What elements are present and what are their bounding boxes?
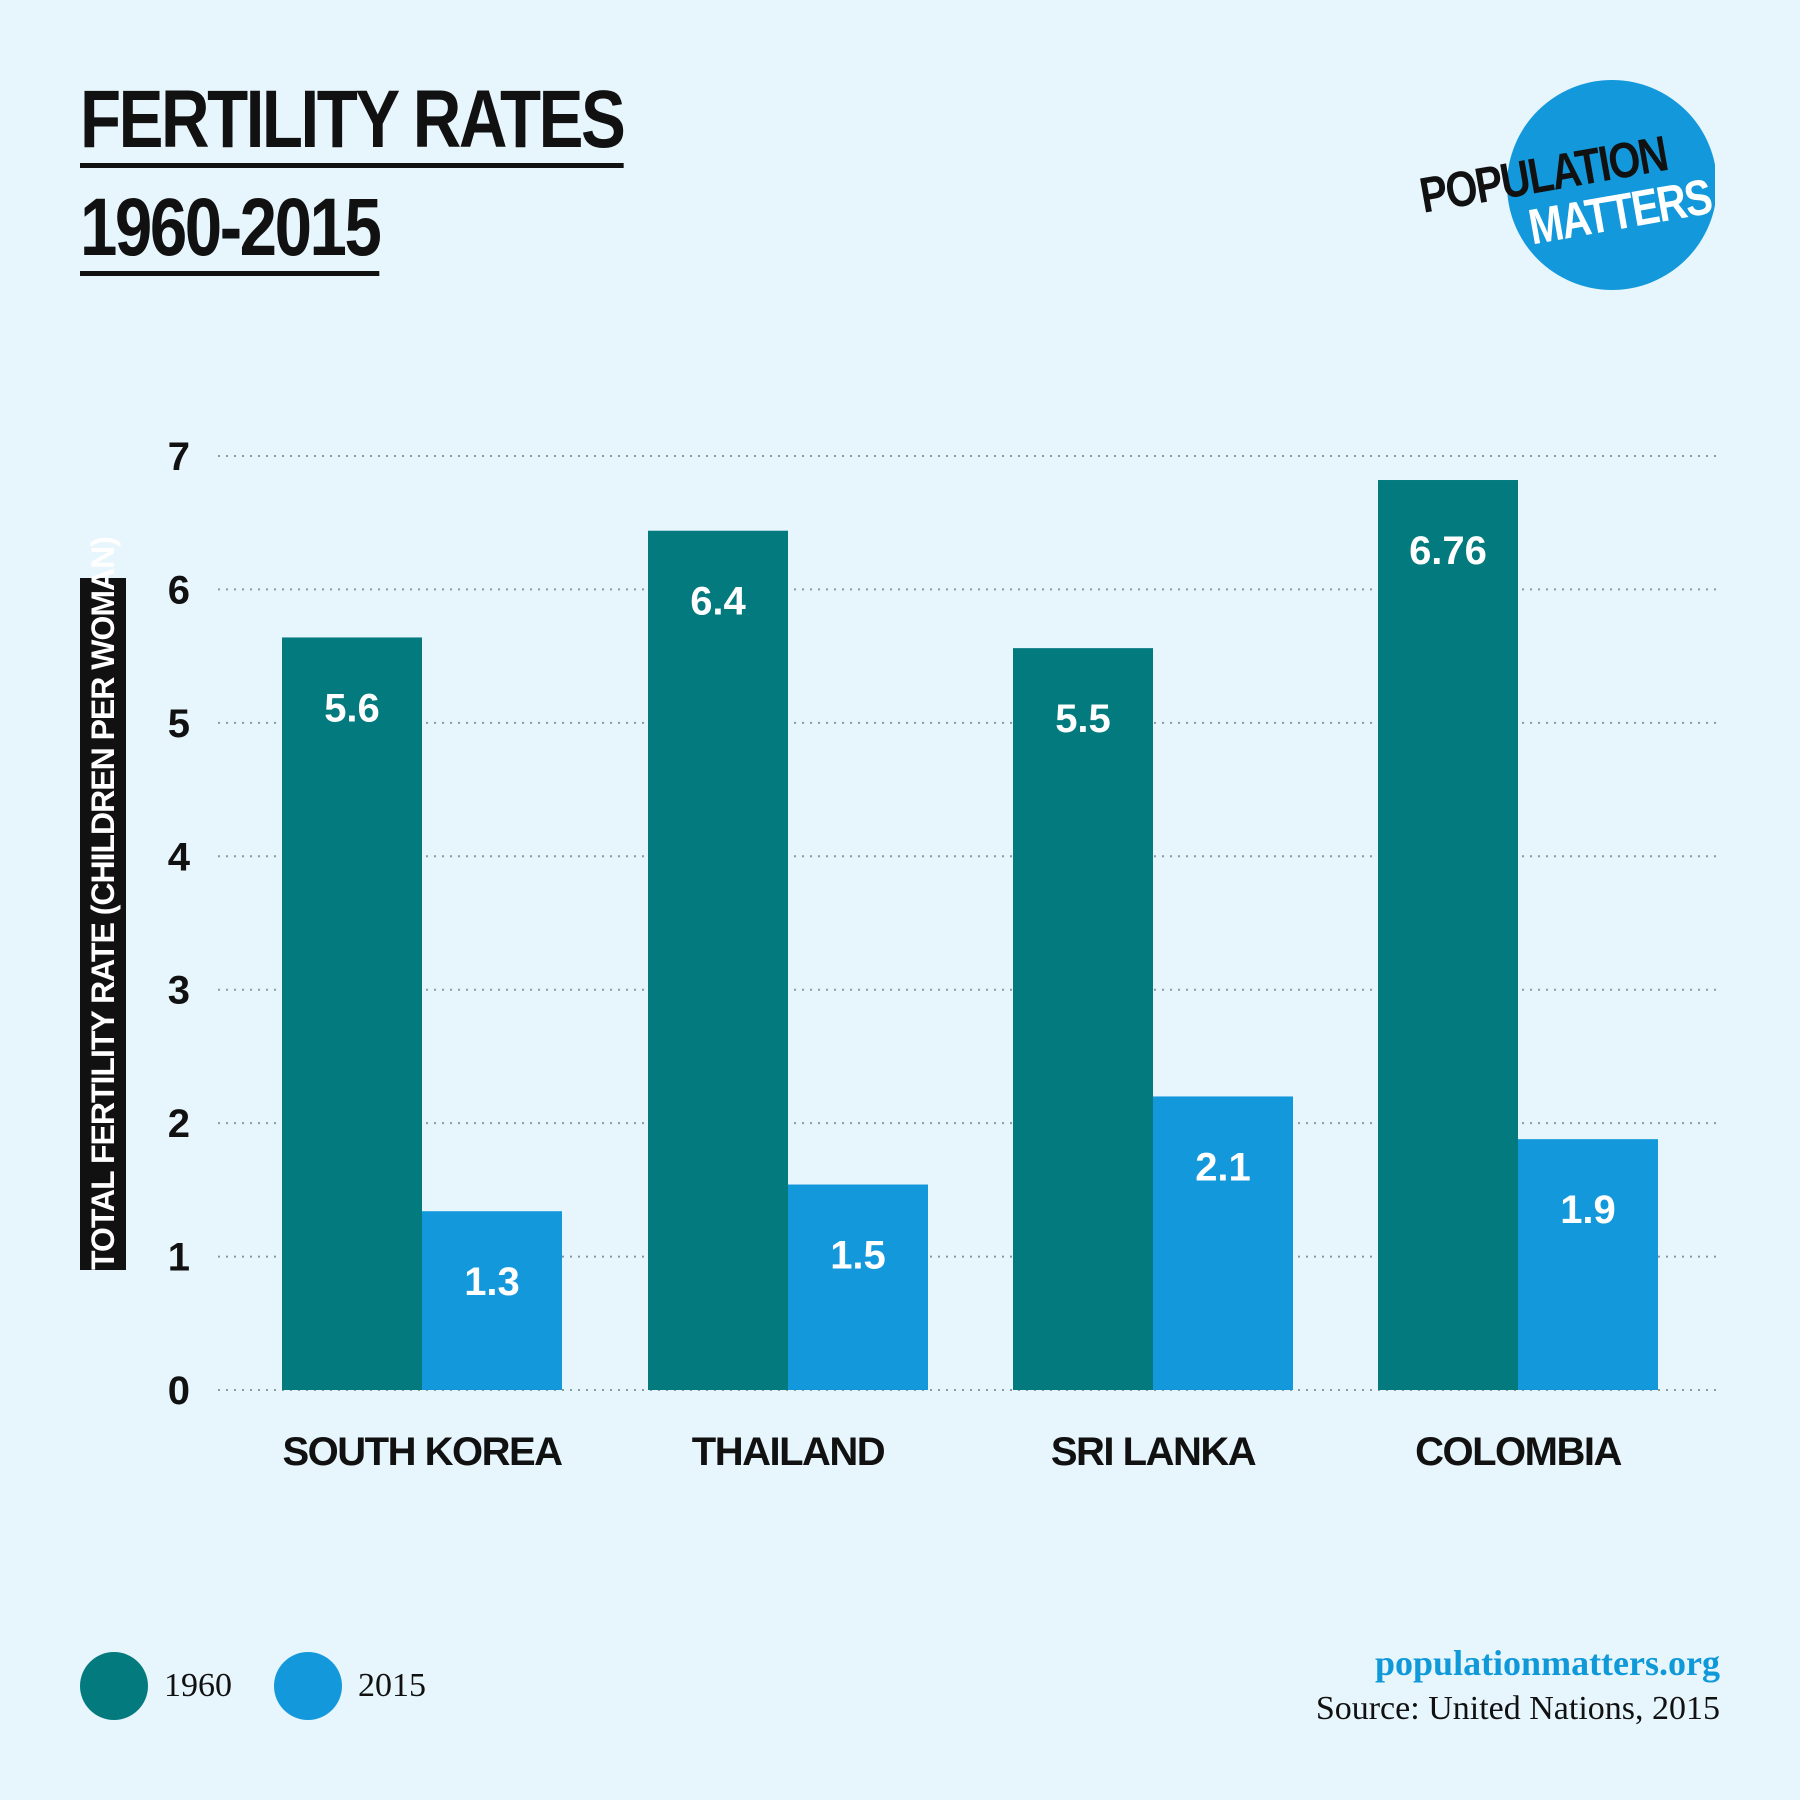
bar-value-label: 1.9 bbox=[1560, 1188, 1616, 1232]
bar-1960-south-korea bbox=[282, 637, 422, 1390]
bar-value-label: 6.4 bbox=[690, 580, 746, 624]
legend-item-1960: 1960 bbox=[80, 1652, 232, 1720]
legend: 1960 2015 bbox=[80, 1652, 468, 1720]
website-link[interactable]: populationmatters.org bbox=[1375, 1643, 1720, 1683]
y-tick-label: 7 bbox=[168, 435, 190, 479]
bar-value-label: 1.5 bbox=[830, 1234, 886, 1278]
y-tick-label: 5 bbox=[168, 702, 190, 746]
source-note: Source: United Nations, 2015 bbox=[1315, 1690, 1720, 1727]
bar-value-label: 5.5 bbox=[1055, 697, 1111, 741]
legend-swatch-1960 bbox=[80, 1652, 148, 1720]
bar-value-label: 5.6 bbox=[324, 686, 380, 730]
x-category-label: SRI LANKA bbox=[1051, 1430, 1256, 1474]
fertility-bar-chart: 0 1 2 3 4 5 6 7 5.6 1.3 SOUTH KOREA 6.4 1.5 THAILAND 5… bbox=[168, 435, 1720, 1474]
footer: populationmatters.org Source: United Nat… bbox=[1316, 1640, 1720, 1732]
legend-label-1960: 1960 bbox=[164, 1667, 232, 1704]
x-category-label: THAILAND bbox=[692, 1430, 885, 1474]
bar-1960-sri-lanka bbox=[1013, 648, 1153, 1390]
legend-item-2015: 2015 bbox=[274, 1652, 426, 1720]
y-tick-label: 0 bbox=[168, 1369, 190, 1413]
y-tick-label: 4 bbox=[168, 835, 191, 879]
logo-circle bbox=[1507, 80, 1715, 290]
bar-value-label: 2.1 bbox=[1195, 1145, 1251, 1189]
bar-1960-colombia bbox=[1378, 480, 1518, 1390]
bar-2015-thailand bbox=[788, 1184, 928, 1390]
population-matters-logo: POPULATION MATTERS bbox=[1416, 80, 1715, 290]
legend-label-2015: 2015 bbox=[358, 1667, 426, 1704]
y-tick-label: 6 bbox=[168, 568, 190, 612]
chart-title: FERTILITY RATES 1960-2015 bbox=[80, 70, 626, 286]
y-tick-label: 1 bbox=[168, 1236, 190, 1280]
bar-2015-colombia bbox=[1518, 1139, 1658, 1390]
bar-value-label: 6.76 bbox=[1409, 529, 1487, 573]
bar-2015-south-korea bbox=[422, 1211, 562, 1390]
bar-value-label: 1.3 bbox=[464, 1260, 520, 1304]
bar-1960-thailand bbox=[648, 530, 788, 1390]
legend-swatch-2015 bbox=[274, 1652, 342, 1720]
title-line-1: FERTILITY RATES bbox=[80, 77, 626, 168]
x-category-label: SOUTH KOREA bbox=[282, 1430, 562, 1474]
y-tick-label: 2 bbox=[168, 1102, 190, 1146]
x-category-label: COLOMBIA bbox=[1415, 1430, 1621, 1474]
title-line-2: 1960-2015 bbox=[80, 185, 382, 276]
bar-2015-sri-lanka bbox=[1153, 1096, 1293, 1390]
y-tick-label: 3 bbox=[168, 969, 190, 1013]
